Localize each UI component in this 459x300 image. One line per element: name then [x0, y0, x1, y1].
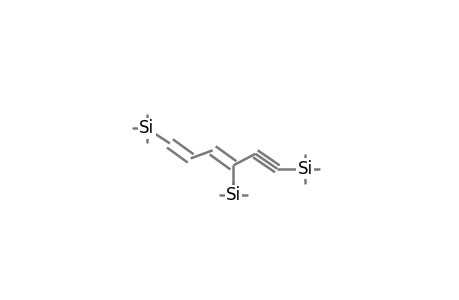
- Text: Si: Si: [225, 186, 241, 204]
- Text: Si: Si: [297, 160, 312, 178]
- Text: Si: Si: [139, 119, 154, 137]
